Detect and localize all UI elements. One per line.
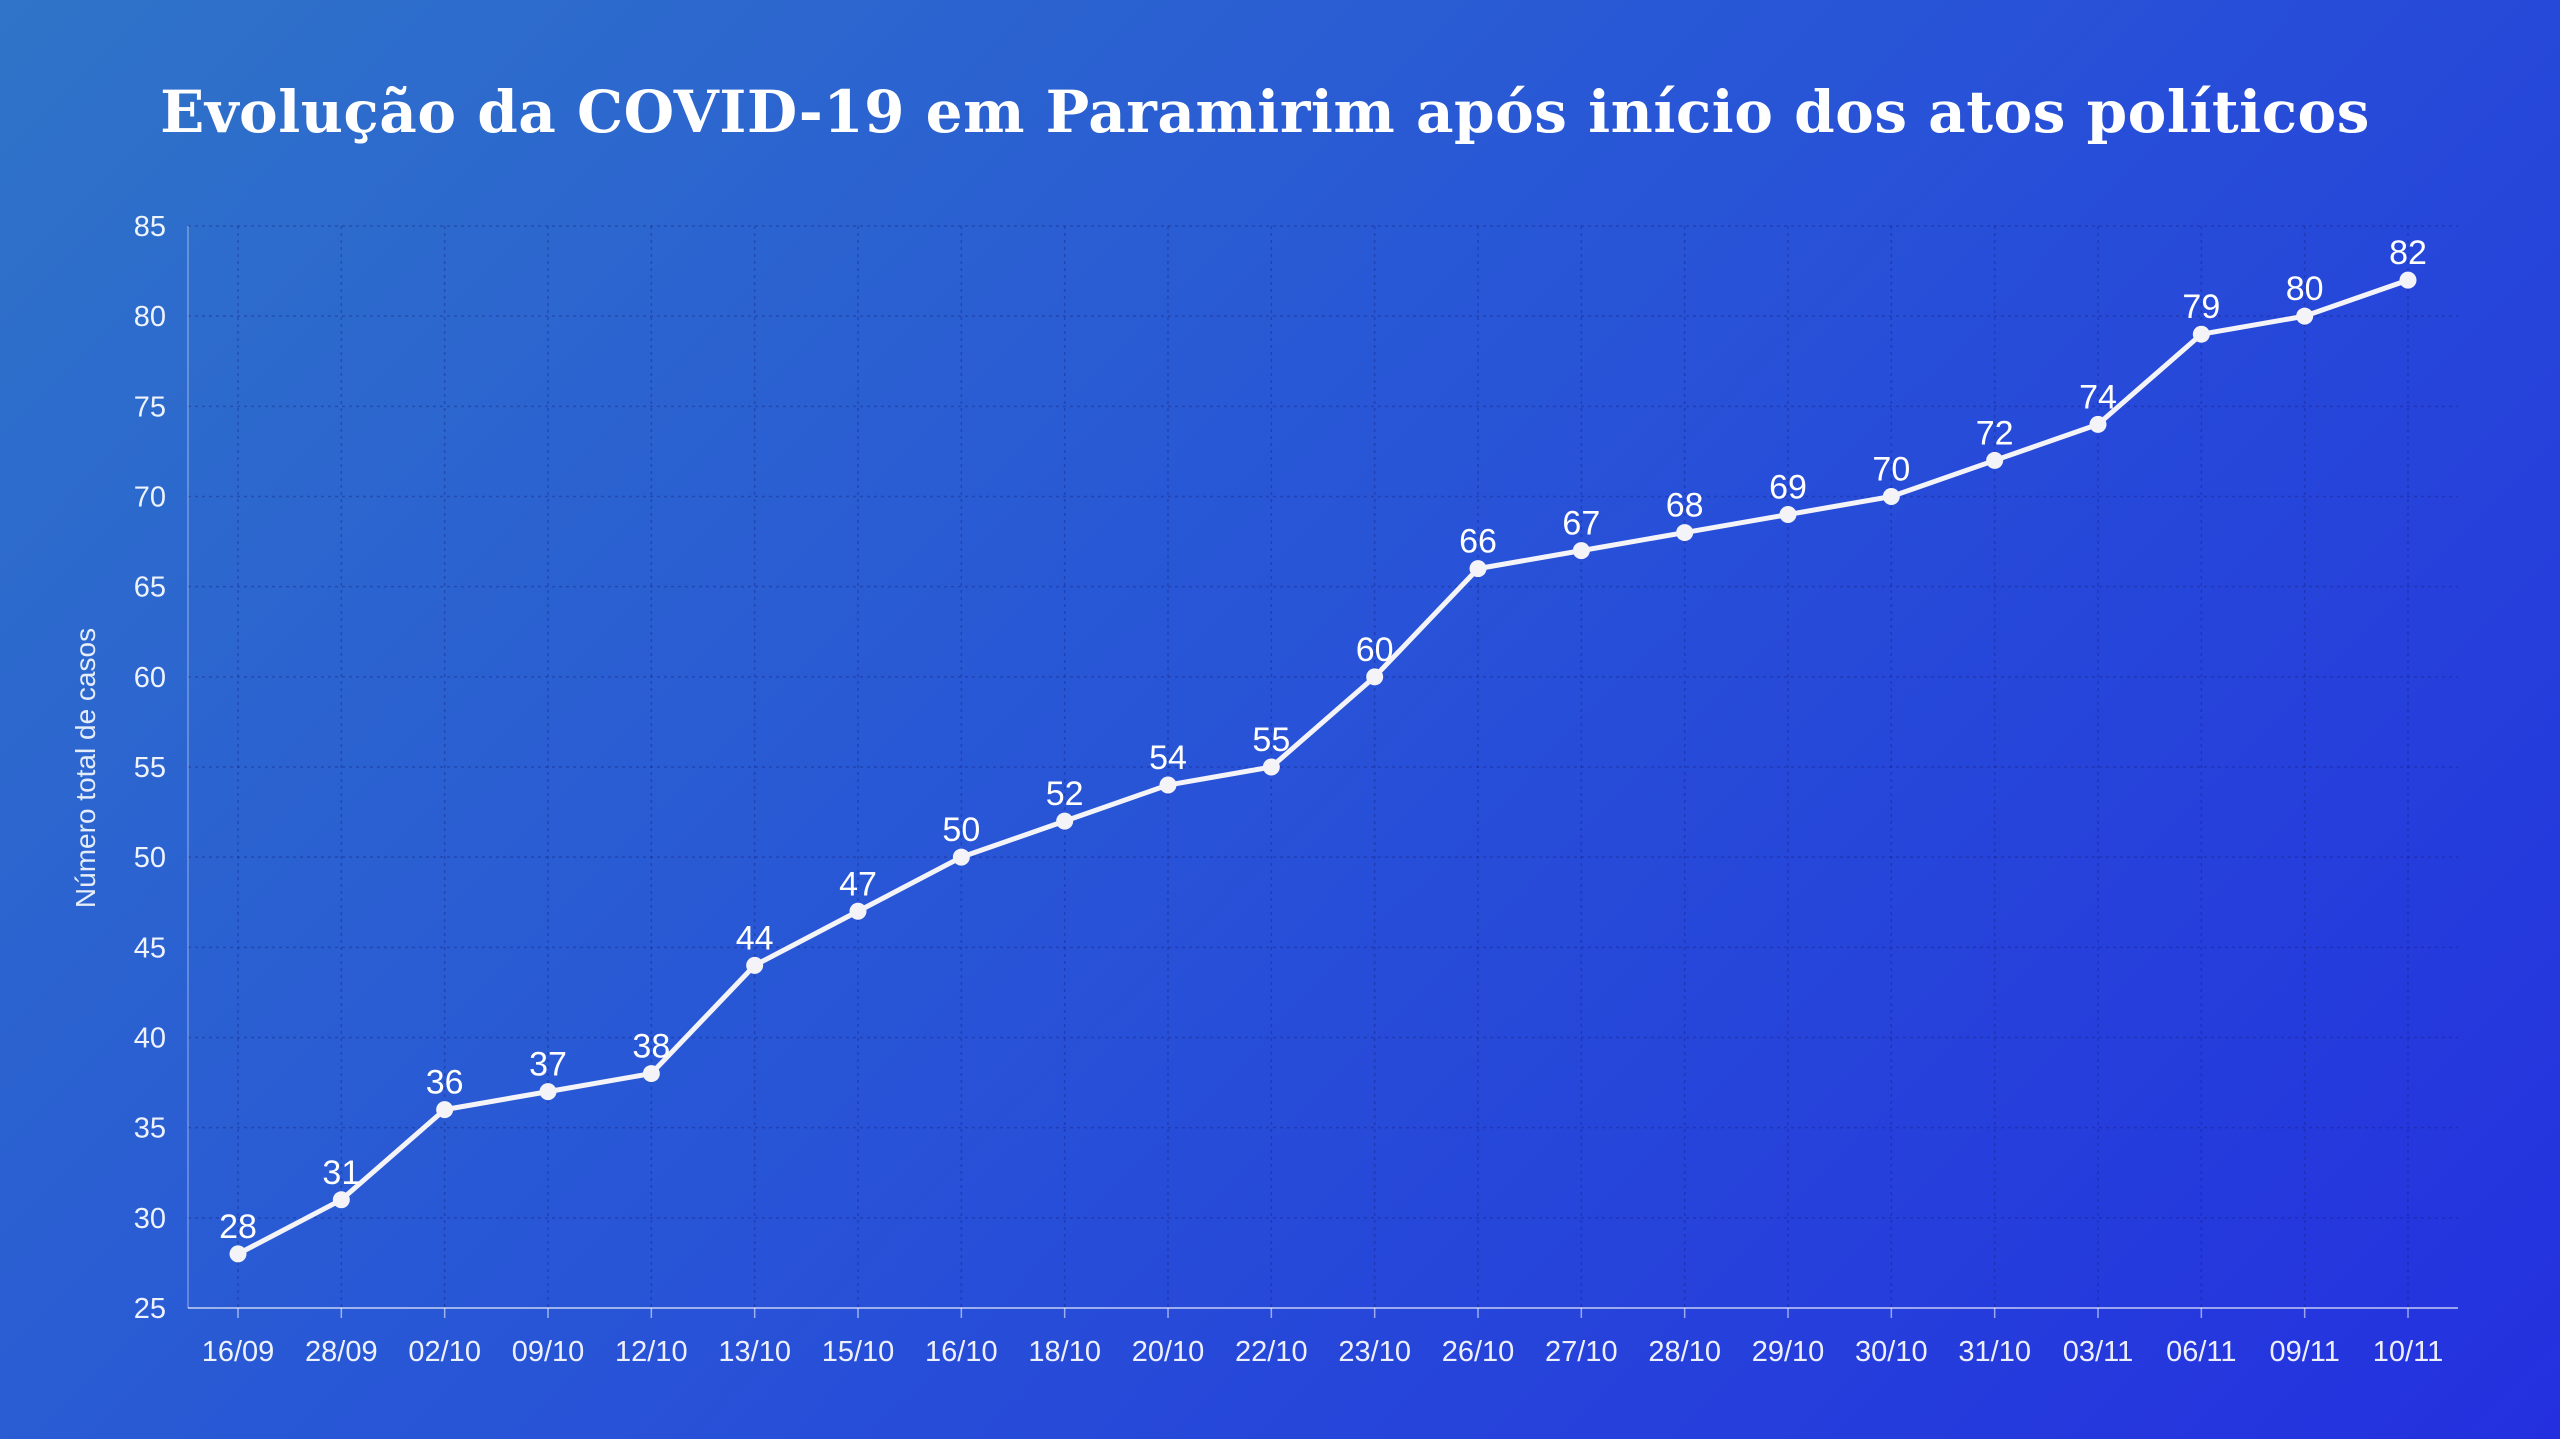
data-point	[1572, 542, 1590, 560]
y-tick-label: 45	[134, 932, 166, 964]
x-tick-label: 16/09	[202, 1336, 275, 1368]
x-tick-label: 06/11	[2166, 1336, 2236, 1368]
data-point	[1469, 560, 1487, 578]
data-point	[1779, 506, 1797, 524]
x-tick-label: 12/10	[615, 1336, 688, 1368]
data-point	[2399, 271, 2417, 289]
y-tick-label: 85	[134, 211, 166, 243]
data-point	[229, 1245, 247, 1263]
y-tick-label: 40	[134, 1023, 166, 1055]
axes	[187, 226, 2458, 1318]
y-tick-label: 75	[134, 391, 166, 423]
data-point	[1676, 524, 1694, 542]
data-point	[2296, 307, 2314, 325]
data-point	[332, 1191, 350, 1209]
y-axis-label: Número total de casos	[70, 628, 101, 908]
x-tick-label: 22/10	[1235, 1336, 1308, 1368]
x-tick-label: 16/10	[925, 1336, 998, 1368]
y-tick-label: 55	[134, 752, 166, 784]
x-tick-label: 28/09	[305, 1336, 378, 1368]
data-label: 50	[942, 811, 980, 849]
x-tick-label: 03/11	[2063, 1336, 2133, 1368]
data-point	[2089, 415, 2107, 433]
x-tick-label: 29/10	[1752, 1336, 1825, 1368]
data-label: 52	[1046, 775, 1084, 813]
data-label: 70	[1872, 451, 1910, 489]
x-tick-label: 10/11	[2373, 1336, 2443, 1368]
series-line	[235, 277, 2411, 1257]
data-label: 38	[632, 1028, 670, 1066]
y-tick-label: 80	[134, 301, 166, 333]
data-point	[436, 1101, 454, 1119]
x-tick-label: 09/11	[2269, 1336, 2339, 1368]
y-tick-label: 60	[134, 662, 166, 694]
y-tick-label: 65	[134, 572, 166, 604]
data-point	[1056, 812, 1074, 830]
series-line-group	[235, 277, 2411, 1257]
data-label: 31	[322, 1154, 360, 1192]
data-point	[1986, 451, 2004, 469]
data-label: 79	[2182, 288, 2220, 326]
data-point	[2192, 325, 2210, 343]
data-label: 37	[529, 1046, 567, 1084]
x-tick-label: 28/10	[1648, 1336, 1721, 1368]
data-point	[849, 902, 867, 920]
data-label: 60	[1356, 631, 1394, 669]
data-point	[1366, 668, 1384, 686]
x-tick-label: 13/10	[718, 1336, 791, 1368]
data-point	[1159, 776, 1177, 794]
chart-title: Evolução da COVID-19 em Paramirim após i…	[160, 78, 2370, 146]
data-point	[1262, 758, 1280, 776]
data-label: 47	[839, 865, 877, 903]
x-tick-label: 31/10	[1958, 1336, 2031, 1368]
data-label: 68	[1666, 487, 1704, 525]
data-label: 82	[2389, 234, 2427, 272]
data-points	[229, 271, 2417, 1263]
data-labels: 28 31 36 37 38 44 47 50 52 54 55 60 66 67 68 69 70 72 74 79…	[219, 234, 2427, 1246]
x-tick-label: 23/10	[1338, 1336, 1411, 1368]
x-tick-label: 09/10	[512, 1336, 585, 1368]
x-tick-label: 30/10	[1855, 1336, 1928, 1368]
data-label: 74	[2079, 378, 2117, 416]
y-tick-labels: 25 30 35 40 45 50 55 60 65 70 75 80 85	[134, 211, 166, 1325]
x-tick-label: 15/10	[822, 1336, 895, 1368]
y-tick-label: 30	[134, 1203, 166, 1235]
data-point	[952, 848, 970, 866]
x-tick-labels: 16/09 28/09 02/10 09/10 12/10 13/10 15/10 16/10…	[202, 1336, 2444, 1368]
y-tick-label: 35	[134, 1113, 166, 1145]
data-point	[1882, 488, 1900, 505]
data-label: 72	[1976, 414, 2014, 452]
data-point	[642, 1065, 660, 1083]
y-tick-label: 50	[134, 842, 166, 874]
y-tick-label: 70	[134, 482, 166, 514]
x-tick-label: 02/10	[408, 1336, 481, 1368]
x-tick-label: 20/10	[1132, 1336, 1205, 1368]
data-label: 55	[1252, 721, 1290, 759]
data-label: 67	[1562, 505, 1600, 543]
grid-lines	[188, 225, 2458, 1308]
data-label: 69	[1769, 469, 1807, 507]
data-label: 66	[1459, 523, 1497, 561]
data-label: 44	[736, 919, 774, 957]
data-label: 80	[2286, 270, 2324, 308]
x-tick-label: 26/10	[1442, 1336, 1515, 1368]
data-label: 28	[219, 1208, 257, 1246]
data-point	[539, 1083, 557, 1101]
x-tick-label: 18/10	[1028, 1336, 1101, 1368]
y-tick-label: 25	[134, 1293, 166, 1325]
data-label: 36	[426, 1064, 464, 1102]
x-tick-label: 27/10	[1545, 1336, 1618, 1368]
data-label: 54	[1149, 739, 1187, 777]
data-point	[746, 956, 764, 974]
